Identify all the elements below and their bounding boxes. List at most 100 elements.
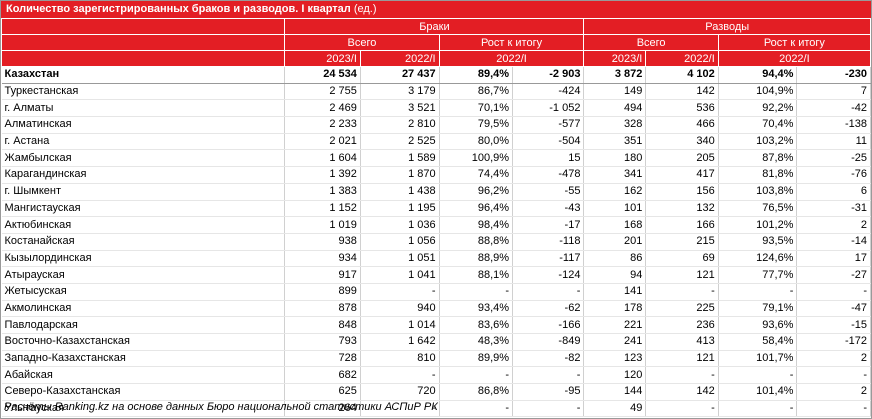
value-cell: 1 642	[360, 333, 440, 351]
value-cell: -15	[796, 316, 871, 334]
value-cell: 96,4%	[439, 200, 514, 218]
value-cell: 351	[583, 133, 647, 151]
value-cell: 1 604	[284, 149, 361, 168]
value-cell: 6	[796, 183, 871, 201]
table-row: г. Алматы 2 469 3 521 70,1% -1 052 494 536 92,2…	[1, 99, 871, 118]
value-cell: 1 383	[284, 183, 361, 201]
value-cell: 79,1%	[718, 300, 798, 318]
value-cell: 81,8%	[718, 166, 798, 184]
value-cell: 48,3%	[439, 333, 514, 351]
value-cell: 124,6%	[718, 250, 798, 268]
table-row: Улытауская 264- - -49- - -	[1, 400, 871, 418]
value-cell: 340	[645, 133, 719, 151]
value-cell: 1 036	[360, 216, 440, 234]
value-cell: 1 041	[360, 266, 440, 284]
table-row: Карагандинская 1 392 1 870 74,4% -478 341 417 8…	[1, 166, 871, 184]
value-cell: 848	[284, 316, 361, 334]
value-cell: 11	[796, 133, 871, 151]
table-row: Жамбылская 1 604 1 589 100,9% 15 180 205 87,8% -…	[1, 149, 871, 168]
region-cell: Костанайская	[1, 233, 286, 251]
table-row: Костанайская 938 1 056 88,8% -118 201 215 93,5%…	[1, 233, 871, 251]
value-cell: -504	[512, 133, 585, 151]
value-cell: -	[645, 400, 719, 418]
region-cell: Абайская	[1, 366, 286, 385]
region-cell: Туркестанская	[1, 83, 286, 101]
value-cell: 94,4%	[718, 66, 798, 84]
header-blank-2	[0, 34, 286, 51]
value-cell: -478	[512, 166, 585, 184]
value-cell: -	[360, 283, 440, 301]
value-cell: 720	[360, 383, 440, 401]
value-cell: -849	[512, 333, 585, 351]
value-cell: 221	[583, 316, 647, 334]
header-m-growth-year: 2022/I	[438, 50, 585, 67]
value-cell: 417	[645, 166, 719, 184]
value-cell: 241	[583, 333, 647, 351]
value-cell: 7	[796, 83, 871, 101]
value-cell: -	[512, 400, 585, 418]
value-cell: 103,8%	[718, 183, 798, 201]
value-cell: 86,7%	[439, 83, 514, 101]
region-cell: Актюбинская	[1, 216, 286, 234]
value-cell: 27 437	[360, 66, 440, 84]
value-cell: 205	[645, 149, 719, 168]
region-cell: Восточно-Казахстанская	[1, 333, 286, 351]
source-note: Расчёты Ranking.kz на основе данных Бюро…	[4, 401, 438, 413]
table-row: Абайская 682- - -120- - -	[1, 366, 871, 385]
header-blank	[0, 18, 286, 35]
value-cell: -	[439, 283, 514, 301]
value-cell: -	[796, 366, 871, 385]
header-marriages-growth: Рост к итогу	[438, 34, 585, 51]
value-cell: 92,2%	[718, 99, 798, 118]
value-cell: -82	[512, 350, 585, 368]
value-cell: 132	[645, 200, 719, 218]
value-cell: 413	[645, 333, 719, 351]
region-cell: Жетысуская	[1, 283, 286, 301]
value-cell: 101,7%	[718, 350, 798, 368]
title-unit: (ед.)	[353, 3, 377, 15]
value-cell: -577	[512, 116, 585, 134]
region-cell: Западно-Казахстанская	[1, 350, 286, 368]
value-cell: 3 521	[360, 99, 440, 118]
value-cell: -55	[512, 183, 585, 201]
value-cell: -17	[512, 216, 585, 234]
region-cell: Улытауская	[1, 400, 286, 418]
value-cell: 225	[645, 300, 719, 318]
value-cell: 89,4%	[439, 66, 514, 84]
value-cell: 938	[284, 233, 361, 251]
header-blank-3	[0, 50, 286, 67]
value-cell: 142	[645, 83, 719, 101]
value-cell: -95	[512, 383, 585, 401]
value-cell: -138	[796, 116, 871, 134]
table-row: Атырауская 917 1 041 88,1% -124 94 121 77,7% -27	[1, 266, 871, 284]
value-cell: -	[512, 283, 585, 301]
value-cell: 74,4%	[439, 166, 514, 184]
value-cell: 69	[645, 250, 719, 268]
table-row: г. Шымкент 1 383 1 438 96,2% -55 162 156 103,8%…	[1, 183, 871, 201]
value-cell: 1 152	[284, 200, 361, 218]
table-row: Мангистауская 1 152 1 195 96,4% -43 101 132 76,…	[1, 200, 871, 218]
value-cell: 93,5%	[718, 233, 798, 251]
value-cell: -230	[796, 66, 871, 84]
value-cell: 625	[284, 383, 361, 401]
value-cell: 1 014	[360, 316, 440, 334]
table-row: Павлодарская 848 1 014 83,6% -166 221 236 93,6%…	[1, 316, 871, 334]
value-cell: 4 102	[645, 66, 719, 84]
region-cell: Атырауская	[1, 266, 286, 284]
value-cell: 236	[645, 316, 719, 334]
value-cell: -25	[796, 149, 871, 168]
value-cell: 166	[645, 216, 719, 234]
table-row: Северо-Казахстанская 625 720 86,8% -95 144 142…	[1, 383, 871, 401]
region-cell: Мангистауская	[1, 200, 286, 218]
value-cell: 123	[583, 350, 647, 368]
table-row: Актюбинская 1 019 1 036 98,4% -17 168 166 101,2…	[1, 216, 871, 234]
region-cell: г. Шымкент	[1, 183, 286, 201]
value-cell: 728	[284, 350, 361, 368]
value-cell: 940	[360, 300, 440, 318]
region-cell: Кызылординская	[1, 250, 286, 268]
region-cell: г. Астана	[1, 133, 286, 151]
value-cell: 2 021	[284, 133, 361, 151]
value-cell: 156	[645, 183, 719, 201]
title-text: Количество зарегистрированных браков и р…	[6, 3, 351, 15]
value-cell: -	[718, 366, 798, 385]
